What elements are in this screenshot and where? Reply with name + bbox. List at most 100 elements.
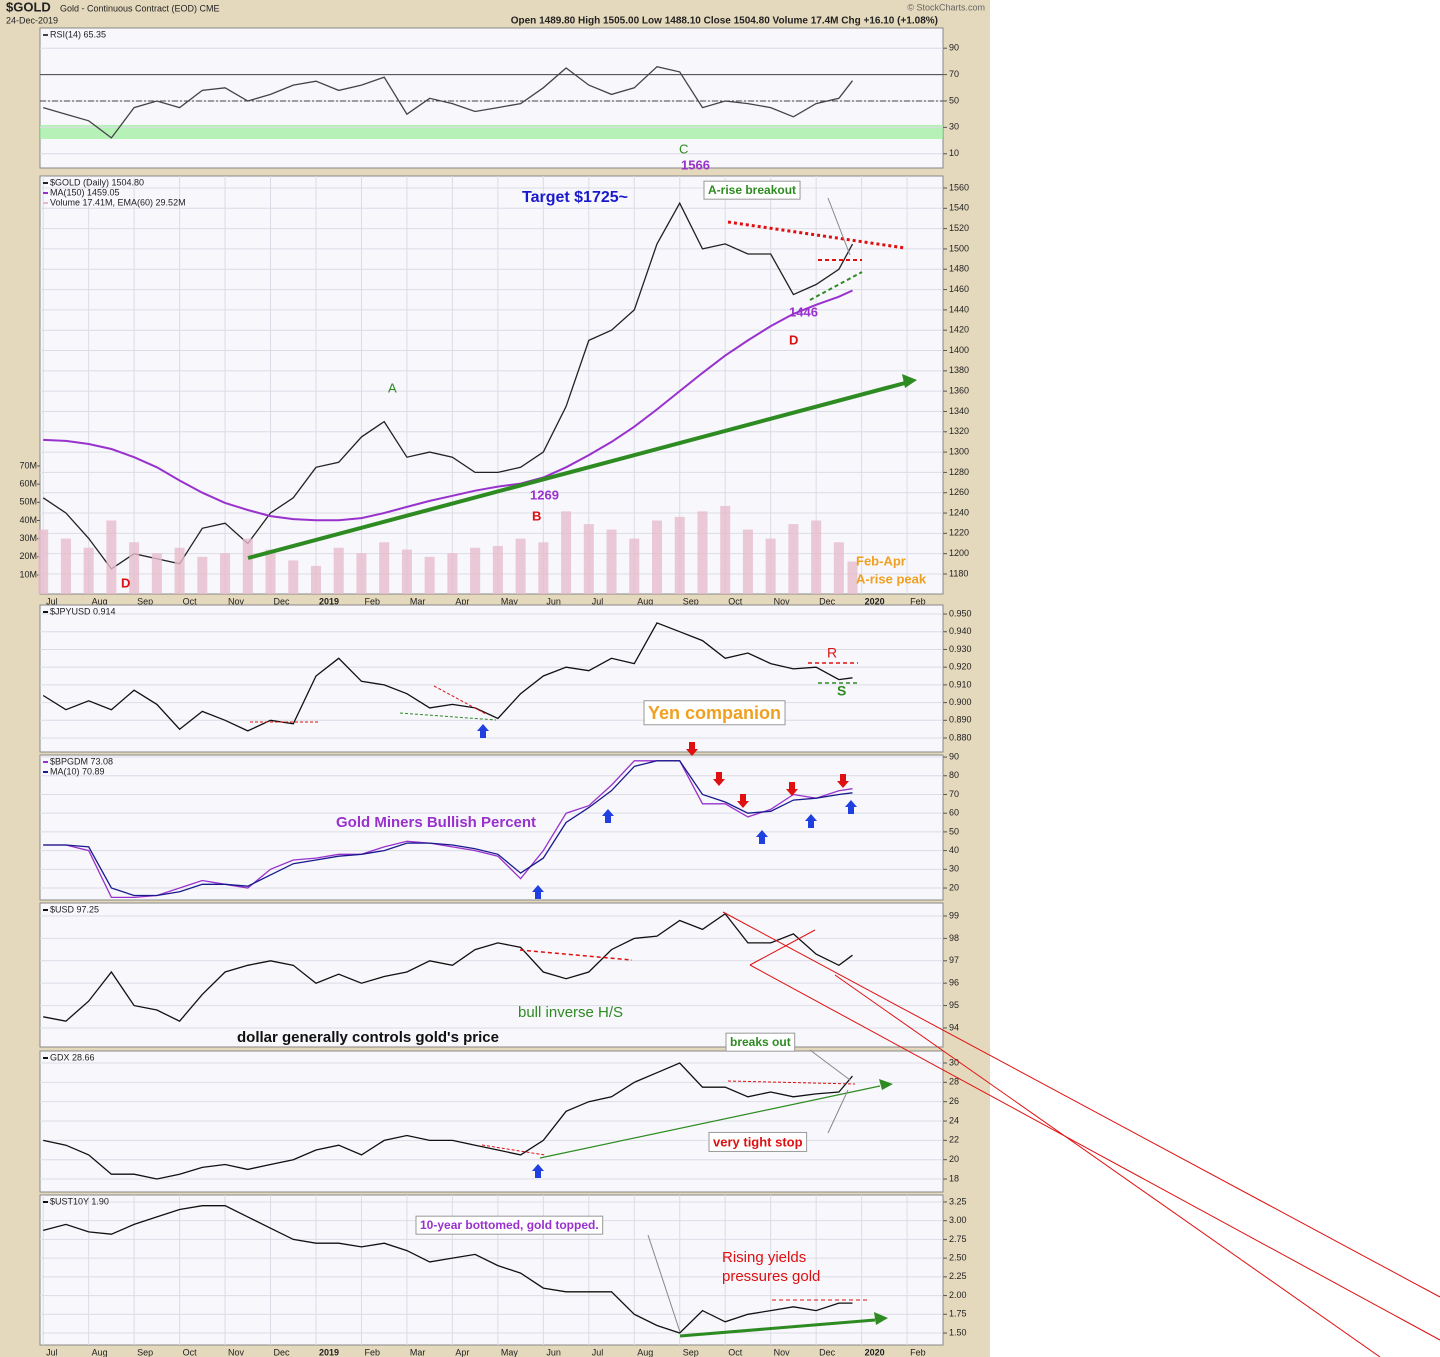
y-tick-label: 1200 (949, 548, 969, 558)
volume-bar (220, 553, 231, 594)
trendline (749, 964, 1440, 1341)
x-tick-label: Dec (274, 596, 291, 606)
y-tick-label: 0.940 (949, 626, 972, 636)
volume-bar (424, 556, 435, 594)
x-tick-label: 2019 (319, 1347, 339, 1357)
x-tick-label: 2019 (319, 596, 339, 606)
annotation: C (679, 141, 688, 156)
down-arrow (837, 774, 849, 788)
up-arrow (477, 724, 489, 738)
down-arrow (786, 782, 798, 796)
legend-entry: GDX 28.66 (50, 1052, 95, 1062)
y-tick-label: 18 (949, 1173, 959, 1183)
annotation: 1566 (681, 157, 710, 172)
legend-entry: Volume 17.41M, EMA(60) 29.52M (50, 197, 186, 207)
y-tick-label: 1280 (949, 467, 969, 477)
x-tick-label: Sep (683, 596, 699, 606)
volume-bar (765, 538, 776, 594)
y-tick-label: 0.910 (949, 679, 972, 689)
x-tick-label: Jun (546, 596, 561, 606)
x-tick-label: Sep (137, 1347, 153, 1357)
y-tick-label: 1300 (949, 446, 969, 456)
volume-bar (811, 520, 822, 594)
annotation-box (703, 180, 801, 200)
panel: 94 95 96 97 98 99 $USD 97.25 bull inverse H/S do… (39, 902, 959, 1048)
y-tick-label: 1220 (949, 528, 969, 538)
trendline (519, 949, 633, 961)
legend-entry: RSI(14) 65.35 (50, 29, 106, 39)
x-tick-label: Mar (410, 596, 426, 606)
legend-entry: $USD 97.25 (50, 904, 99, 914)
panel: 1180 1200 1220 1240 1260 1280 1300 1320 1340 1360… (19, 141, 969, 606)
x-tick-label: 2020 (865, 1347, 885, 1357)
annotation: Feb-Apr (856, 553, 906, 568)
annotation: Target $1725~ (522, 189, 628, 206)
x-tick-label: 2020 (865, 596, 885, 606)
x-tick-label: Jul (46, 596, 58, 606)
panel-background (39, 27, 944, 169)
date: 24-Dec-2019 (6, 15, 58, 25)
arrow-head (874, 1312, 888, 1325)
y-tick-label: 0.950 (949, 608, 972, 618)
annotation-box (415, 1215, 604, 1235)
volume-bar (583, 524, 594, 594)
x-tick-label: Feb (364, 1347, 380, 1357)
y-tick-label: 0.920 (949, 662, 972, 672)
y-tick-label: 1.50 (949, 1327, 967, 1337)
series-line (43, 1062, 853, 1180)
y-tick-label: 1.75 (949, 1309, 967, 1319)
volume-bar (492, 545, 503, 594)
series-line (43, 65, 854, 139)
y-tick-label: 30 (949, 1057, 959, 1067)
y2-tick-label: 30M (19, 533, 37, 543)
volume-bar (447, 553, 458, 594)
y-tick-label: 50 (949, 95, 959, 105)
x-tick-label: Sep (137, 596, 153, 606)
volume-bar (174, 547, 185, 594)
volume-bar (847, 561, 858, 594)
annotation: A (388, 380, 397, 395)
panel-background (39, 754, 944, 901)
annotation-box (708, 1131, 808, 1152)
trendline (539, 1085, 881, 1159)
x-tick-label: Dec (819, 596, 836, 606)
annotation: bull inverse H/S (518, 1004, 623, 1021)
y-tick-label: 95 (949, 1000, 959, 1010)
volume-bar (742, 529, 753, 594)
trendline (809, 271, 863, 301)
annotation: R (827, 645, 837, 661)
y-tick-label: 50 (949, 826, 959, 836)
annotation: A-rise breakout (708, 183, 796, 197)
y-tick-label: 0.890 (949, 715, 972, 725)
up-arrow (532, 1164, 544, 1178)
volume-bar (788, 524, 799, 594)
y-tick-label: 30 (949, 864, 959, 874)
up-arrow (532, 885, 544, 899)
volume-bar (515, 538, 526, 594)
y-tick-label: 2.50 (949, 1253, 967, 1263)
y-tick-label: 20 (949, 1154, 959, 1164)
annotation: 1269 (530, 487, 559, 502)
x-tick-label: Nov (228, 1347, 245, 1357)
volume-bar (697, 511, 708, 594)
down-arrow (737, 794, 749, 808)
trendline (827, 197, 851, 256)
y-tick-label: 90 (949, 751, 959, 761)
volume-bar (401, 549, 412, 594)
x-tick-label: Feb (910, 1347, 926, 1357)
annotation: Gold Miners Bullish Percent (336, 814, 536, 831)
trendline (647, 1234, 681, 1333)
legend-entry: MA(150) 1459.05 (50, 187, 120, 197)
volume-bar (106, 520, 117, 594)
y-tick-label: 99 (949, 910, 959, 920)
y-tick-label: 70 (949, 69, 959, 79)
annotation: breaks out (730, 1035, 791, 1049)
annotation: 10-year bottomed, gold topped. (420, 1218, 599, 1232)
x-tick-label: Mar (410, 1347, 426, 1357)
x-tick-label: Dec (819, 1347, 836, 1357)
volume-bar (242, 538, 253, 594)
trendline (749, 929, 816, 966)
panel: 0.880 0.890 0.900 0.910 0.920 0.930 0.940 0.950… (39, 604, 972, 753)
